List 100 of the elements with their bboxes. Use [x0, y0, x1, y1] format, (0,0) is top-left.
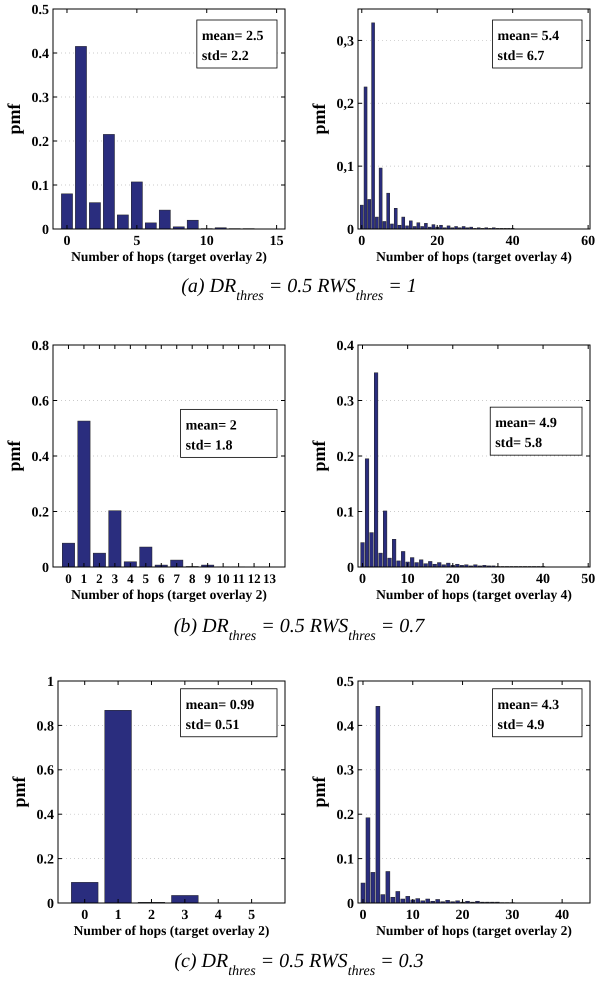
x-tick-label: 10: [200, 234, 214, 249]
annotation: std= 1.8: [186, 438, 232, 454]
x-tick-label: 4: [127, 571, 134, 586]
x-tick-label: 10: [406, 908, 420, 923]
x-tick-label: 3: [181, 908, 188, 923]
y-tick-label: 0,1: [336, 160, 354, 176]
y-tick-label: 1: [47, 674, 54, 690]
stats-box: mean= 5.4 std= 6.7: [492, 20, 582, 68]
y-tick-label: 0.1: [32, 178, 49, 194]
x-tick-label: 20: [430, 234, 444, 249]
y-tick-label: 0.2: [36, 852, 54, 868]
x-tick-label: 40: [536, 572, 550, 587]
y-tick-label: 0.3: [336, 394, 354, 410]
x-tick-label: 40: [506, 234, 520, 249]
annotation: std= 0.51: [186, 718, 240, 733]
x-tick-label: 1: [114, 908, 122, 923]
stats-box: mean= 2 std= 1.8: [180, 408, 278, 458]
y-tick-label: 0.8: [36, 719, 54, 734]
x-tick-label: 60: [581, 234, 596, 249]
y-tick-label: 0,3: [336, 34, 354, 50]
x-tick-label: 50: [581, 572, 596, 587]
x-tick-label: 5: [142, 571, 150, 586]
y-tick-label: 0.4: [32, 450, 49, 465]
y-tick-label: 0.1: [336, 505, 354, 520]
x-tick-label: 0: [63, 234, 70, 249]
stats-box: mean= 4.3 std= 4.9: [492, 688, 582, 738]
x-tick-label: 15: [270, 234, 284, 249]
y-axis-title: pmf: [4, 439, 24, 472]
x-axis-title: Number of hops (target overlay 2): [376, 923, 572, 938]
x-tick-label: 30: [505, 908, 520, 923]
annotation: mean= 2: [186, 418, 237, 434]
y-tick-label: 0.5: [336, 674, 354, 690]
y-axis-title: pmf: [309, 439, 329, 472]
y-tick-label: 0,2: [336, 97, 354, 112]
text: (a) DR$_{thres}$ = 0.5 RWS$_{thres}$ = 1: [181, 275, 417, 304]
x-tick-label: 12: [248, 571, 261, 586]
y-tick-label: 0: [347, 896, 354, 912]
x-tick-label: 2: [148, 908, 155, 923]
y-tick-label: 0.2: [336, 808, 354, 824]
x-tick-label: 10: [400, 572, 415, 587]
x-tick-label: 0: [359, 908, 366, 923]
x-tick-label: 10: [216, 571, 230, 586]
x-tick-label: 5: [248, 908, 256, 923]
x-tick-label: 20: [456, 908, 470, 923]
annotation: mean= 2.5: [202, 29, 264, 44]
stats-box: mean= 4.9 std= 5.8: [490, 406, 582, 456]
y-tick-label: 0.5: [32, 2, 49, 18]
y-tick-label: 0: [42, 222, 49, 238]
y-axis-title: pmf: [4, 102, 24, 134]
y-tick-label: 0.4: [32, 46, 49, 62]
y-tick-label: 0.2: [336, 450, 354, 465]
text: (b) DR$_{thres}$ = 0.5 RWS$_{thres}$ = 0.7: [174, 615, 426, 644]
y-tick-label: 0.4: [36, 808, 54, 824]
x-tick-label: 4: [214, 908, 222, 923]
x-tick-label: 0: [359, 572, 366, 587]
y-tick-label: 0: [347, 222, 354, 238]
x-tick-label: 0: [81, 908, 88, 923]
y-tick-label: 0.4: [336, 719, 354, 734]
x-axis-title: Number of hops (target overlay 4): [376, 587, 572, 602]
x-tick-label: 2: [96, 571, 103, 586]
x-axis-title: Number of hops (target overlay 2): [71, 587, 267, 602]
annotation: std= 6.7: [498, 49, 544, 64]
annotation: std= 5.8: [495, 436, 542, 452]
x-tick-label: 5: [133, 234, 140, 249]
x-tick-label: 40: [555, 908, 570, 923]
text: (c) DR$_{thres}$ = 0.5 RWS$_{thres}$ = 0.3: [174, 950, 424, 978]
y-tick-label: 0.2: [32, 134, 49, 150]
x-tick-label: 6: [158, 571, 166, 586]
stats-box: mean= 2.5 std= 2.2: [196, 20, 278, 68]
annotation: mean= 5.4: [498, 29, 560, 44]
y-tick-label: 0.1: [336, 852, 354, 868]
x-tick-label: 11: [232, 571, 245, 586]
y-tick-label: 0.8: [32, 338, 49, 354]
x-tick-label: 8: [188, 571, 196, 586]
annotation: std= 2.2: [202, 49, 249, 64]
x-tick-label: 7: [173, 571, 180, 586]
x-tick-label: 20: [446, 572, 460, 587]
y-tick-label: 0: [47, 896, 54, 912]
y-axis-title: pmf: [309, 102, 329, 134]
x-tick-label: 1: [80, 571, 88, 586]
y-tick-label: 0.6: [32, 394, 49, 410]
x-tick-label: 13: [263, 571, 277, 586]
x-axis-title: Number of hops (target overlay 4): [376, 249, 572, 264]
annotation: std= 4.9: [498, 718, 544, 733]
annotation: mean= 4.9: [495, 416, 557, 432]
x-tick-label: 3: [112, 571, 119, 586]
y-tick-label: 0.3: [32, 90, 49, 106]
x-tick-label: 0: [65, 571, 72, 586]
y-tick-label: 0.6: [36, 764, 54, 779]
stats-box: mean= 0.99 std= 0.51: [180, 688, 278, 738]
x-axis-title: Number of hops (target overlay 2): [74, 923, 270, 938]
y-tick-label: 0.4: [336, 338, 354, 354]
y-tick-label: 0: [42, 560, 49, 576]
y-axis-title: pmf: [309, 775, 329, 808]
y-tick-label: 0: [347, 560, 354, 576]
annotation: mean= 4.3: [498, 698, 560, 713]
annotation: mean= 0.99: [186, 698, 254, 713]
x-tick-label: 30: [490, 572, 505, 587]
x-axis-title: Number of hops (target overlay 2): [71, 249, 267, 264]
y-tick-label: 0.2: [32, 505, 49, 520]
